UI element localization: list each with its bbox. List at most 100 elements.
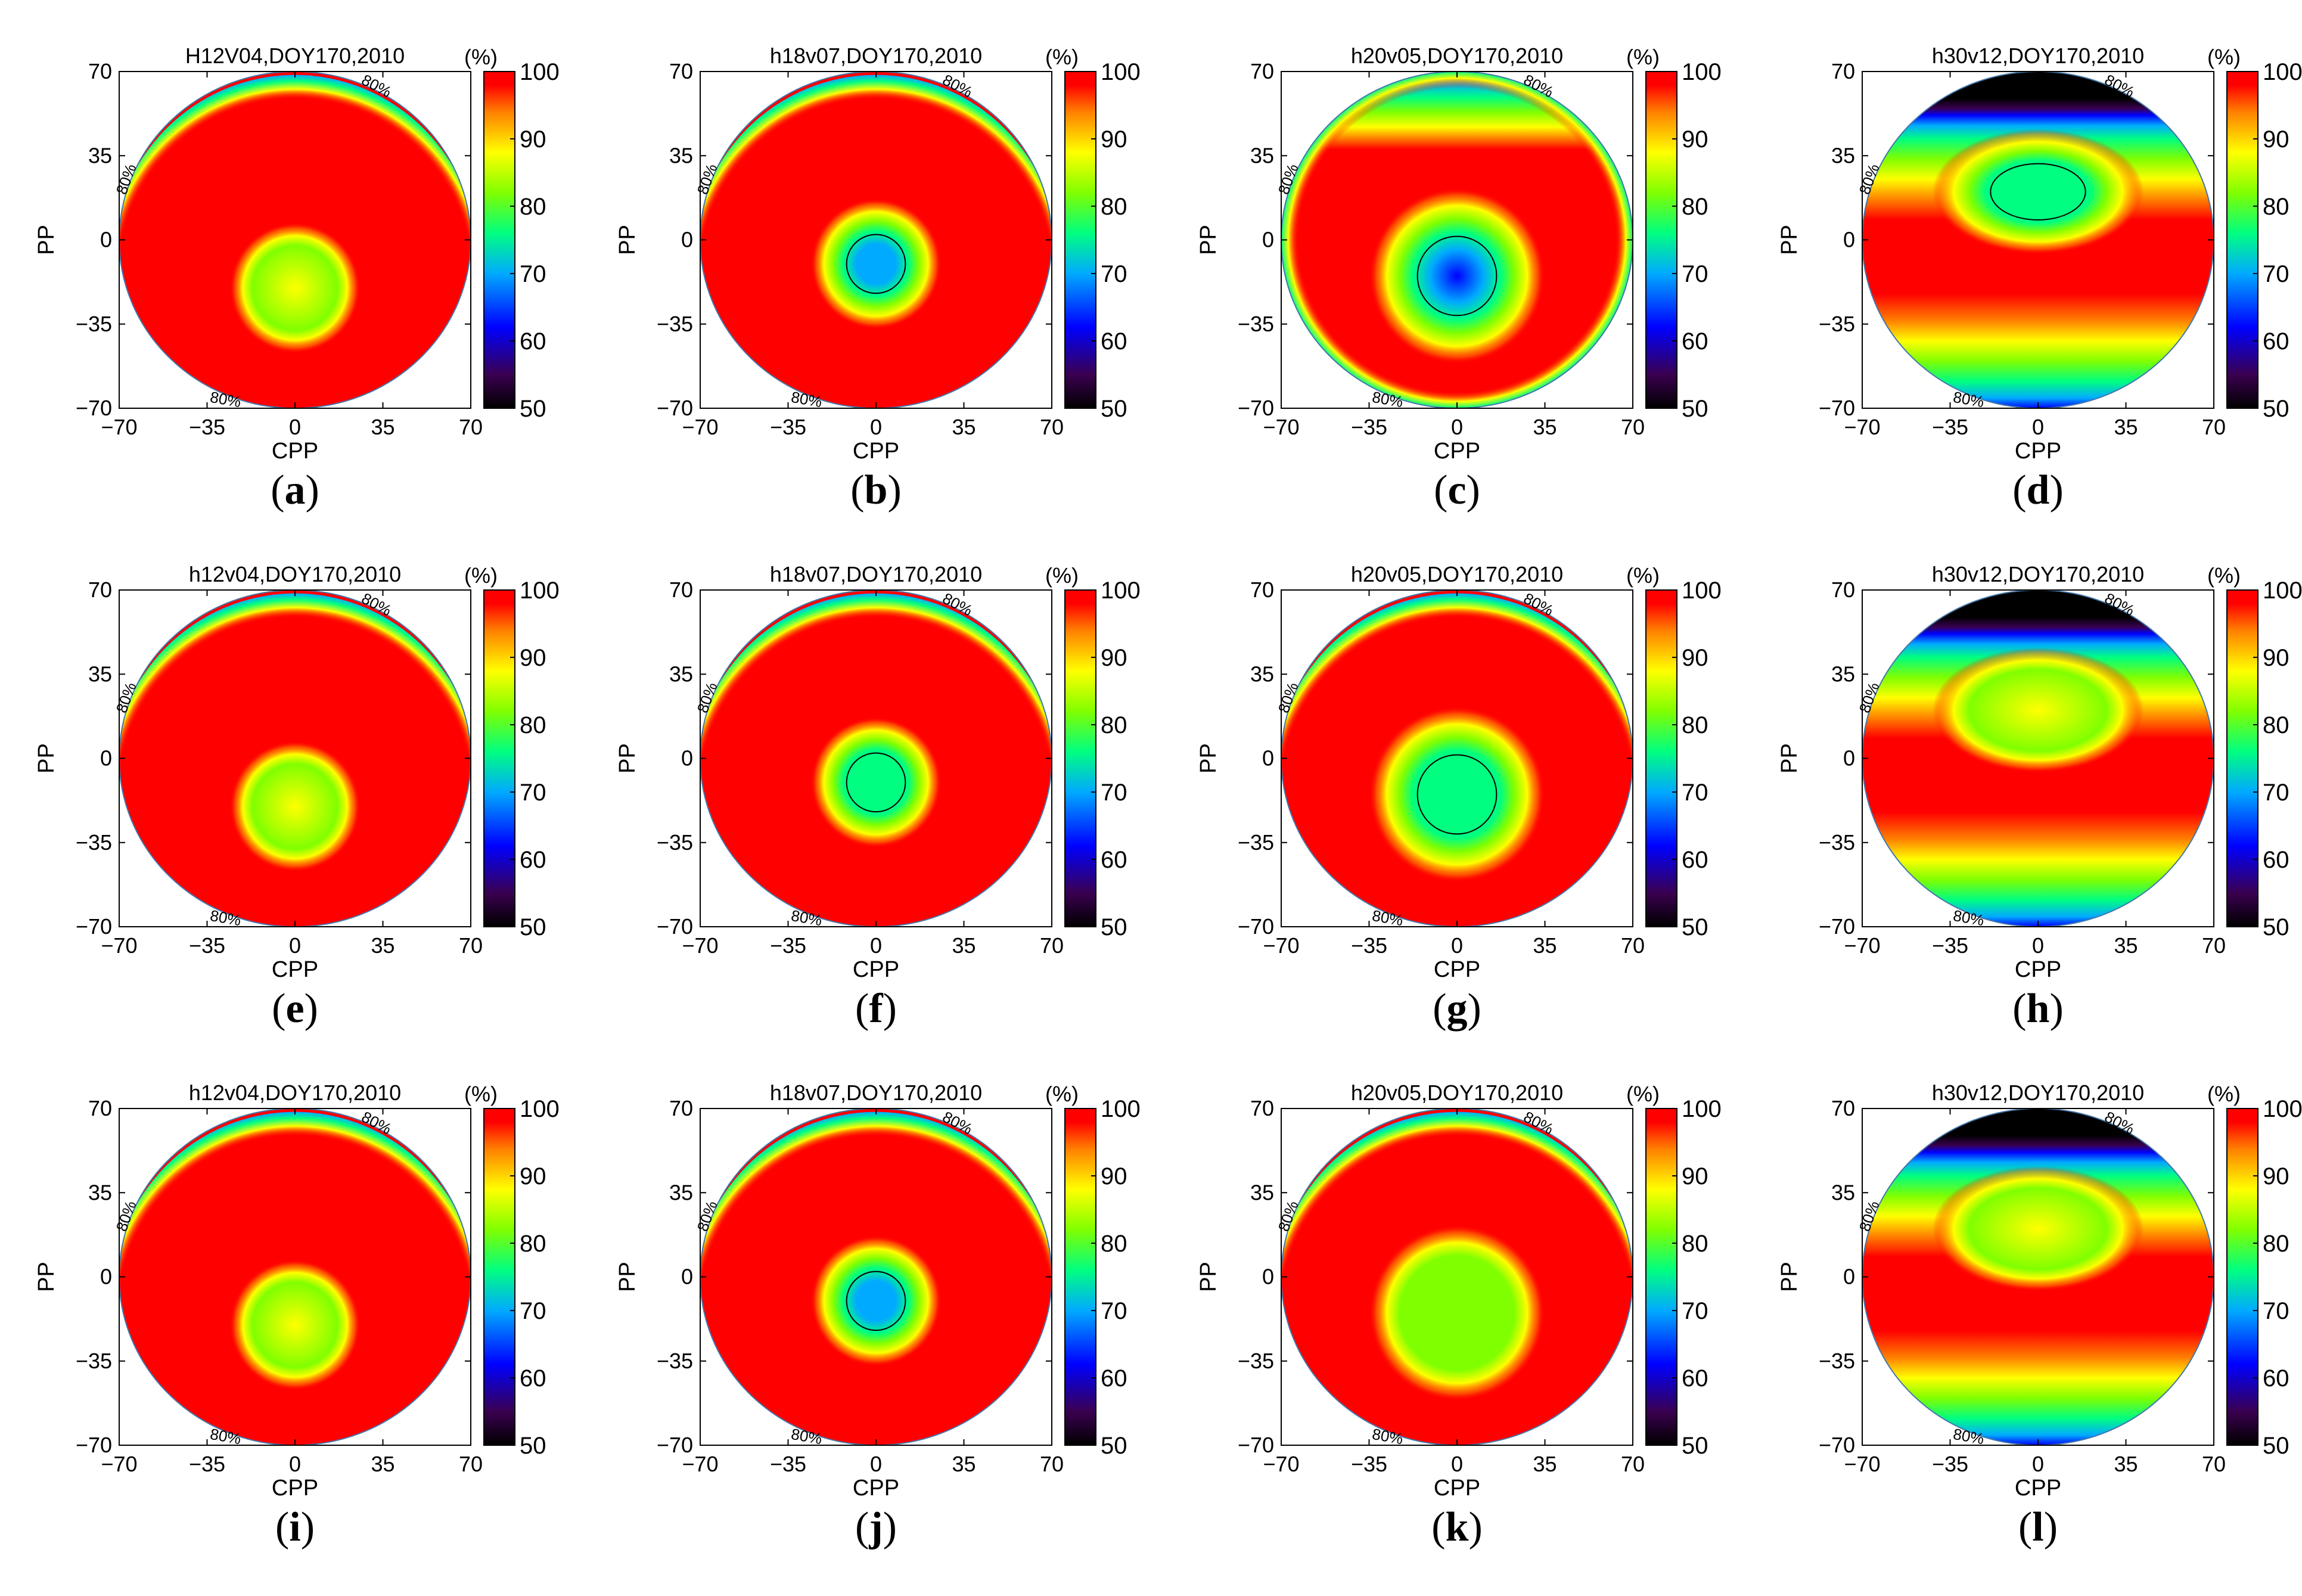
minimum-region bbox=[229, 222, 361, 353]
panel-i: 80%80%80%−70 −35 0 35 7070350−35−70CPPPPh12v… bbox=[34, 1080, 560, 1550]
x-axis-label: CPP bbox=[853, 439, 899, 464]
colorbar-unit: (%) bbox=[2207, 563, 2241, 588]
x-tick-label: −70 bbox=[1844, 933, 1880, 958]
y-tick-label: 70 bbox=[1250, 59, 1274, 83]
contour-80 bbox=[1990, 163, 2086, 221]
colorbar-tick-label: 100 bbox=[2263, 577, 2302, 604]
x-tick-label: 35 bbox=[371, 415, 394, 439]
colorbar bbox=[2226, 1108, 2258, 1446]
x-axis-label: CPP bbox=[2015, 957, 2061, 982]
x-tick-label: 0 bbox=[2032, 1452, 2044, 1476]
y-tick-label: 0 bbox=[1262, 228, 1274, 252]
colorbar-tick-label: 50 bbox=[1101, 1433, 1127, 1459]
minimum-region bbox=[810, 1235, 942, 1367]
x-tick-label: 35 bbox=[2114, 1452, 2138, 1476]
y-axis-label: PP bbox=[1196, 1262, 1221, 1292]
y-tick-label: 35 bbox=[669, 143, 693, 167]
y-tick-label: 35 bbox=[1250, 1180, 1274, 1204]
colorbar-tick-label: 60 bbox=[2263, 847, 2289, 873]
x-tick-label: −35 bbox=[1932, 415, 1968, 439]
heatmap-disc bbox=[1862, 590, 2214, 927]
panel-title: h20v05,DOY170,2010 bbox=[1351, 1080, 1563, 1105]
panel-title: h12v04,DOY170,2010 bbox=[189, 562, 401, 586]
x-tick-label: −70 bbox=[682, 415, 718, 439]
minimum-region bbox=[810, 717, 942, 848]
y-tick-label: 70 bbox=[669, 577, 693, 602]
colorbar bbox=[483, 71, 515, 409]
y-tick-label: −35 bbox=[1819, 830, 1855, 855]
colorbar-tick-label: 90 bbox=[1682, 126, 1708, 153]
x-tick-label: 70 bbox=[459, 1452, 483, 1476]
colorbar bbox=[1645, 71, 1677, 409]
y-tick-label: 70 bbox=[1831, 577, 1855, 602]
minimum-region bbox=[1369, 706, 1545, 883]
y-tick-label: −35 bbox=[76, 312, 112, 336]
colorbar bbox=[483, 1108, 515, 1446]
panel-label: (e) bbox=[272, 986, 318, 1032]
y-axis-label: PP bbox=[1777, 743, 1802, 774]
colorbar-tick-label: 50 bbox=[520, 396, 546, 422]
x-tick-label: 35 bbox=[952, 415, 976, 439]
y-tick-label: −70 bbox=[1819, 914, 1855, 939]
colorbar-tick-label: 90 bbox=[520, 645, 546, 671]
panel-j: 80%80%80%−70 −35 0 35 7070350−35−70CPPPPh18v… bbox=[615, 1080, 1141, 1550]
y-tick-label: −35 bbox=[657, 1349, 693, 1373]
y-tick-label: 70 bbox=[669, 59, 693, 83]
x-tick-label: 35 bbox=[1533, 1452, 1557, 1476]
colorbar-tick-label: 60 bbox=[2263, 328, 2289, 355]
panel-f: 80%80%80%−70 −35 0 35 7070350−35−70CPPPPh18v… bbox=[615, 562, 1141, 1032]
heatmap-disc bbox=[1862, 72, 2214, 408]
colorbar-tick-label: 70 bbox=[1682, 780, 1708, 806]
panel-title: h18v07,DOY170,2010 bbox=[770, 44, 982, 68]
panel-title: h20v05,DOY170,2010 bbox=[1351, 562, 1563, 586]
y-tick-label: −35 bbox=[1238, 1349, 1274, 1373]
y-tick-label: −70 bbox=[1819, 396, 1855, 420]
colorbar-tick-label: 50 bbox=[1101, 396, 1127, 422]
minimum-region bbox=[1933, 647, 2143, 773]
colorbar-tick-label: 60 bbox=[520, 328, 546, 355]
panel-label: (j) bbox=[855, 1504, 897, 1550]
panel-label: (d) bbox=[2012, 467, 2064, 513]
panel-title: H12V04,DOY170,2010 bbox=[185, 44, 405, 68]
y-tick-label: 70 bbox=[88, 577, 112, 602]
x-tick-label: 70 bbox=[1621, 415, 1645, 439]
y-tick-label: 35 bbox=[1250, 662, 1274, 686]
colorbar-tick-label: 50 bbox=[1682, 914, 1708, 940]
x-tick-label: 70 bbox=[2202, 415, 2226, 439]
panel-title: h30v12,DOY170,2010 bbox=[1932, 1080, 2144, 1105]
contour-80 bbox=[1416, 235, 1498, 316]
colorbar-tick-label: 100 bbox=[1101, 577, 1141, 604]
colorbar-tick-label: 70 bbox=[1682, 1298, 1708, 1324]
colorbar-tick-label: 70 bbox=[1682, 261, 1708, 287]
colorbar bbox=[1064, 1108, 1096, 1446]
colorbar-tick-label: 70 bbox=[2263, 780, 2289, 806]
contour-80 bbox=[846, 1271, 906, 1331]
y-tick-label: −70 bbox=[76, 914, 112, 939]
colorbar bbox=[483, 589, 515, 927]
colorbar-tick-label: 100 bbox=[1101, 1096, 1141, 1122]
y-tick-label: 70 bbox=[88, 1096, 112, 1120]
x-tick-label: 35 bbox=[1533, 415, 1557, 439]
x-tick-label: 0 bbox=[2032, 933, 2044, 958]
y-tick-label: 35 bbox=[1831, 662, 1855, 686]
y-tick-label: 35 bbox=[1250, 143, 1274, 167]
colorbar-tick-label: 100 bbox=[2263, 1096, 2302, 1122]
y-tick-label: 0 bbox=[1843, 746, 1855, 771]
colorbar-tick-label: 60 bbox=[1101, 847, 1127, 873]
colorbar-tick-label: 50 bbox=[2263, 396, 2289, 422]
y-tick-label: 70 bbox=[88, 59, 112, 83]
panel-title: h12v04,DOY170,2010 bbox=[189, 1080, 401, 1105]
y-axis-label: PP bbox=[1196, 743, 1221, 774]
colorbar-tick-label: 90 bbox=[2263, 645, 2289, 671]
x-tick-label: −35 bbox=[189, 933, 225, 958]
x-tick-label: −70 bbox=[1263, 1452, 1299, 1476]
y-axis-label: PP bbox=[34, 225, 59, 255]
panel-label: (c) bbox=[1434, 467, 1480, 513]
x-axis-label: CPP bbox=[2015, 439, 2061, 464]
panel-a: 80%80%80%−70 −35 0 35 7070350−35−70CPPPPH12V… bbox=[34, 44, 560, 513]
panel-label: (b) bbox=[850, 467, 902, 513]
y-tick-label: 0 bbox=[1262, 1265, 1274, 1289]
y-tick-label: 35 bbox=[669, 1180, 693, 1204]
heatmap-disc bbox=[700, 1108, 1052, 1445]
y-axis-label: PP bbox=[34, 743, 59, 774]
